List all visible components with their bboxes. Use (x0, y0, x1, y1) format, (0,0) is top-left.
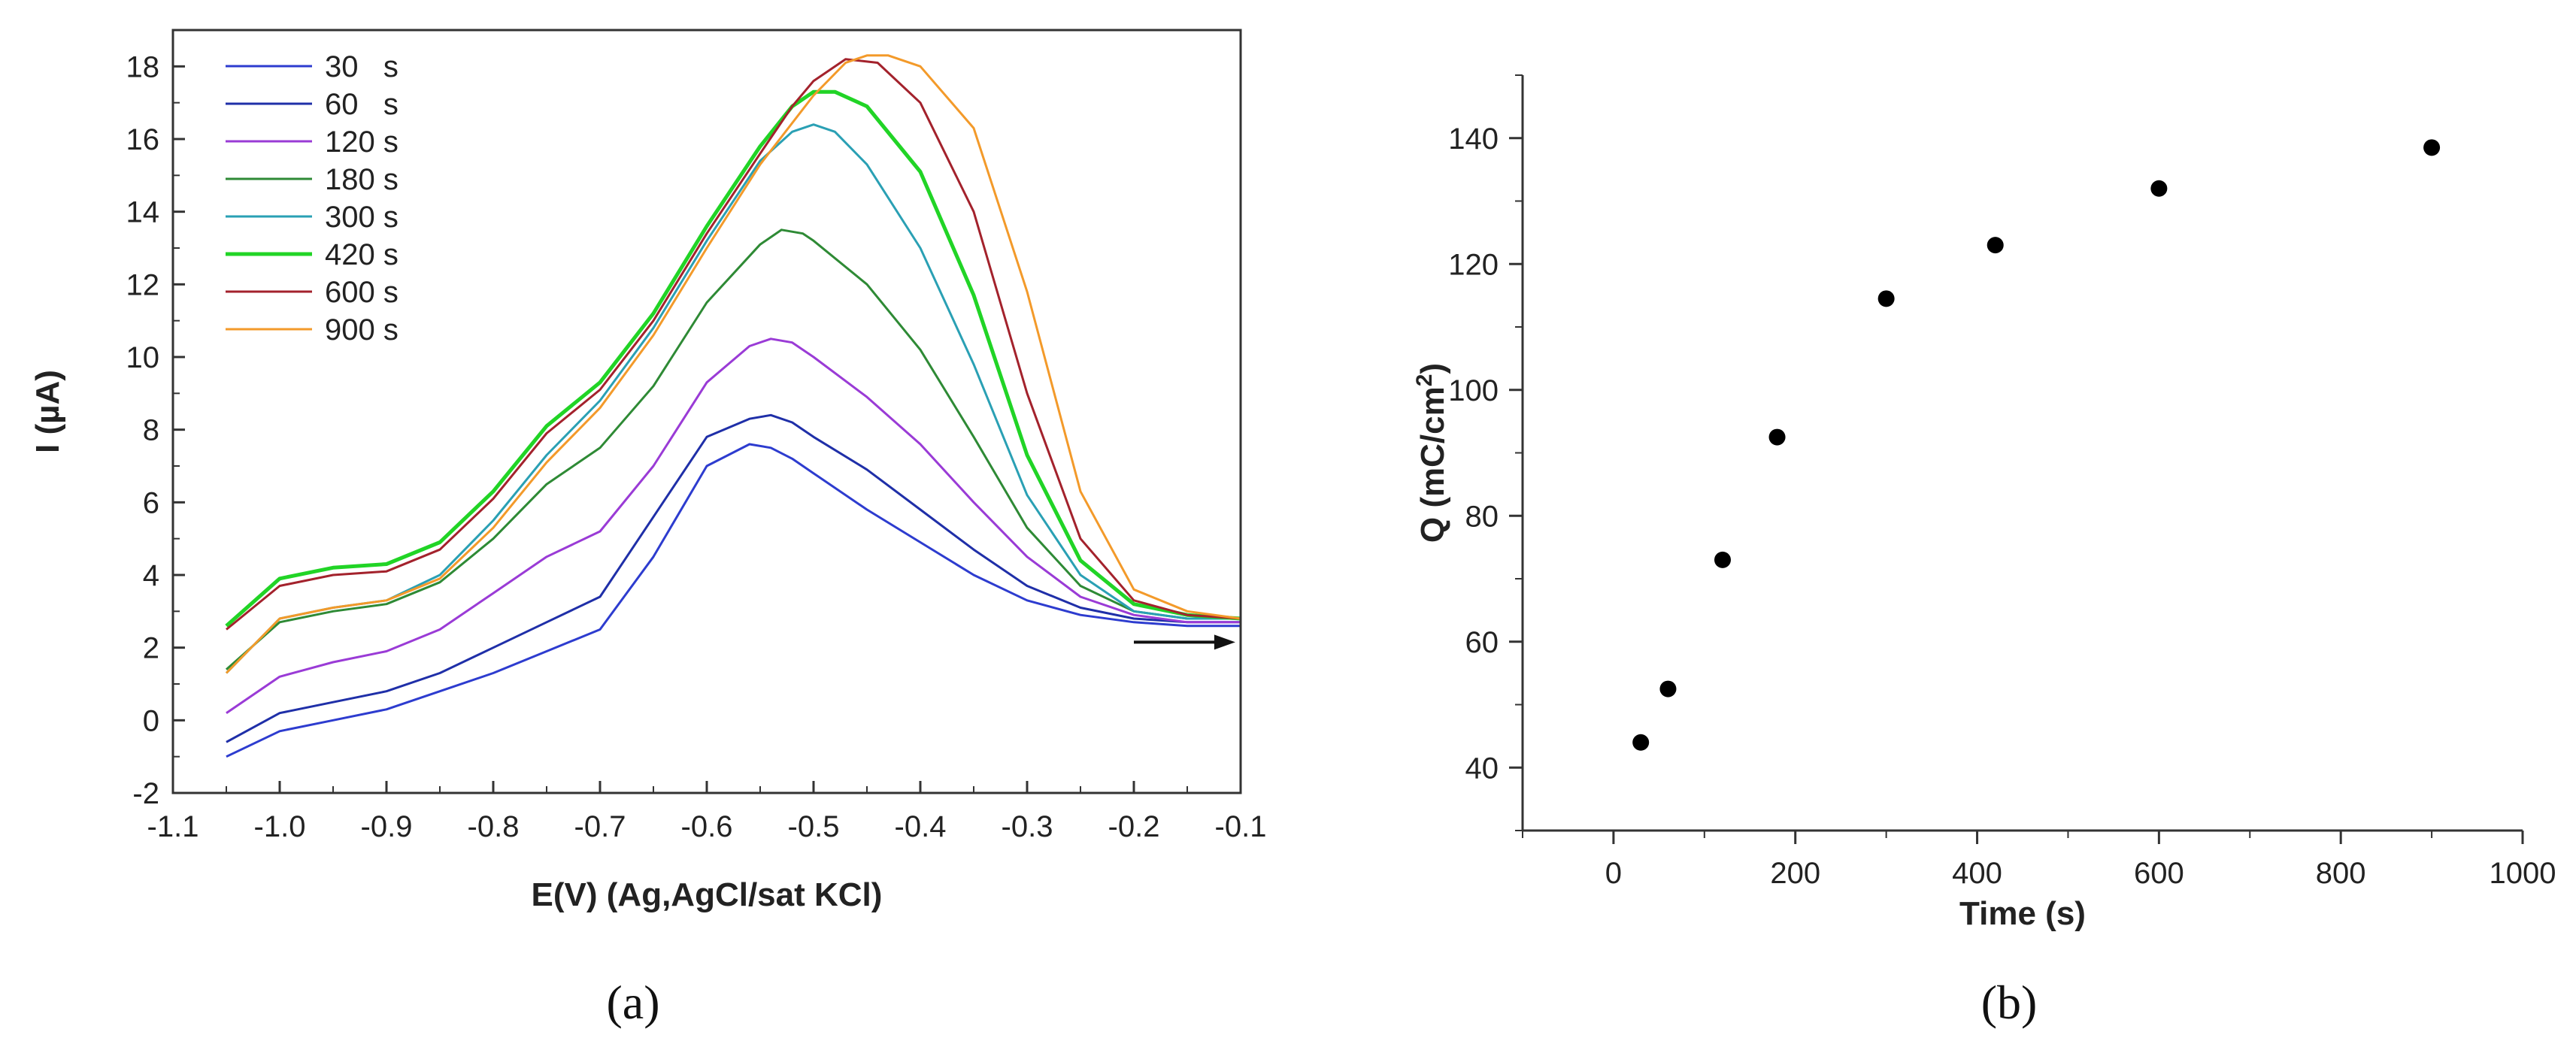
chart-a-series-line (225, 123, 1241, 674)
chart-a-series-line (226, 413, 1241, 743)
chart-a-x-tick-label: -0.7 (574, 810, 626, 843)
chart-b-y-tick-label: 40 (1465, 752, 1499, 785)
chart-a-series-line (226, 58, 1241, 631)
chart-a-legend-label: 30 s (325, 50, 399, 83)
chart-a-x-axis-label: E(V) (Ag,AgCl/sat KCl) (532, 876, 883, 913)
chart-b-data-point (2423, 139, 2441, 156)
chart-a-series-line (226, 228, 1241, 670)
chart-a-legend-label: 600 s (325, 276, 399, 309)
chart-b-data-point (1632, 734, 1650, 751)
chart-a-plot-frame (171, 29, 1242, 794)
chart-a-y-tick-label: 10 (126, 341, 160, 374)
chart-a-x-tick-label: -1.1 (147, 810, 199, 843)
chart-a-y-tick-label: 0 (143, 704, 159, 737)
scan-direction-arrow (1134, 634, 1235, 650)
chart-a-x-tick-label: -0.9 (361, 810, 413, 843)
chart-b-y-axis-label: Q (mC/cm2) (1412, 363, 1452, 543)
chart-a-y-tick-label: 14 (126, 196, 160, 229)
chart-b-y-tick-label: 140 (1448, 123, 1499, 156)
chart-a-y-tick-label: 12 (126, 268, 160, 301)
chart-a-series-line (226, 337, 1241, 714)
chart-a-legend-label: 180 s (325, 163, 399, 196)
panel-label-b: (b) (1981, 976, 2038, 1029)
chart-a-y-tick-label: 6 (143, 486, 159, 519)
chart-a-y-axis-label: I (µA) (29, 370, 66, 453)
chart-b-y-tick-label: 100 (1448, 374, 1499, 407)
chart-b-x-tick-label: 1000 (2490, 857, 2556, 890)
chart-b-x-tick-label: 600 (2134, 857, 2184, 890)
chart-a-series (225, 54, 1241, 758)
chart-a-legend-label: 120 s (325, 126, 399, 159)
chart-a-x-tick-label: -0.3 (1002, 810, 1053, 843)
chart-a-series-line (225, 89, 1241, 628)
chart-a-legend-label: 420 s (325, 238, 399, 271)
chart-b-data-point (1659, 680, 1677, 697)
chart-a-y-tick-label: 4 (143, 559, 159, 592)
chart-b-y-axis-label-superscript: 2 (1412, 374, 1437, 387)
chart-a-x-tick-label: -0.5 (788, 810, 840, 843)
chart-b-x-tick-label: 0 (1605, 857, 1622, 890)
chart-a-x-tick-label: -0.4 (895, 810, 947, 843)
chart-a-x-ticks: -1.1 -1.0 -0.9 -0.8 -0.7 -0.6 -0.5 -0.4 -0.3 -0.2… (147, 781, 1267, 843)
chart-b-y-tick-label: 80 (1465, 500, 1499, 533)
chart-b-data-point (1768, 428, 1786, 446)
chart-a-legend-label: 300 s (325, 201, 399, 234)
chart-b-y-axis-label-suffix: ) (1414, 363, 1451, 374)
chart-a-x-tick-label: -0.6 (681, 810, 733, 843)
chart-a-y-ticks: -2 0 2 4 6 8 10 12 14 16 18 (126, 50, 185, 810)
chart-b-x-tick-label: 800 (2316, 857, 2366, 890)
chart-b-data-point (2150, 180, 2168, 197)
chart-a-legend: 30 s 60 s 120 s 180 s 300 s 420 s 600 s 900 s (226, 50, 399, 346)
chart-a-x-tick-label: -0.8 (468, 810, 520, 843)
chart-a-legend-label: 900 s (325, 313, 399, 346)
chart-a-y-tick-label: 18 (126, 50, 160, 83)
chart-a-x-tick-label: -1.0 (254, 810, 306, 843)
chart-b-x-tick-label: 200 (1770, 857, 1820, 890)
chart-b-y-ticks: 40 60 80 100 120 140 (1448, 74, 1523, 831)
panel-label-a: (a) (606, 976, 659, 1029)
chart-a: -1.1 -1.0 -0.9 -0.8 -0.7 -0.6 -0.5 -0.4 -0.3 -0.2… (29, 29, 1267, 1029)
chart-a-x-tick-label: -0.2 (1108, 810, 1160, 843)
chart-b-data-point (1877, 290, 1895, 307)
chart-a-series-line (225, 54, 1241, 674)
chart-b: 0 200 400 600 800 1000 40 60 80 100 120 140 Time (… (1412, 74, 2556, 1029)
chart-b-x-tick-label: 400 (1952, 857, 2002, 890)
chart-b-points (1632, 139, 2441, 751)
chart-b-y-tick-label: 120 (1448, 248, 1499, 281)
chart-a-legend-label: 60 s (325, 88, 399, 121)
chart-a-x-tick-label: -0.1 (1215, 810, 1267, 843)
chart-a-series-line (226, 443, 1241, 758)
chart-b-data-point (1987, 237, 2004, 254)
chart-b-data-point (1714, 551, 1731, 568)
chart-a-y-tick-label: 16 (126, 123, 160, 156)
chart-b-y-tick-label: 60 (1465, 626, 1499, 659)
arrow-head (1214, 634, 1235, 650)
chart-a-y-tick-label: 8 (143, 414, 159, 447)
chart-a-y-tick-label: -2 (132, 777, 159, 810)
chart-b-x-ticks: 0 200 400 600 800 1000 (1522, 831, 2556, 890)
chart-b-x-axis-label: Time (s) (1959, 895, 2086, 932)
chart-a-y-tick-label: 2 (143, 632, 159, 665)
chart-b-y-axis-label-main: Q (mC/cm (1414, 386, 1451, 543)
